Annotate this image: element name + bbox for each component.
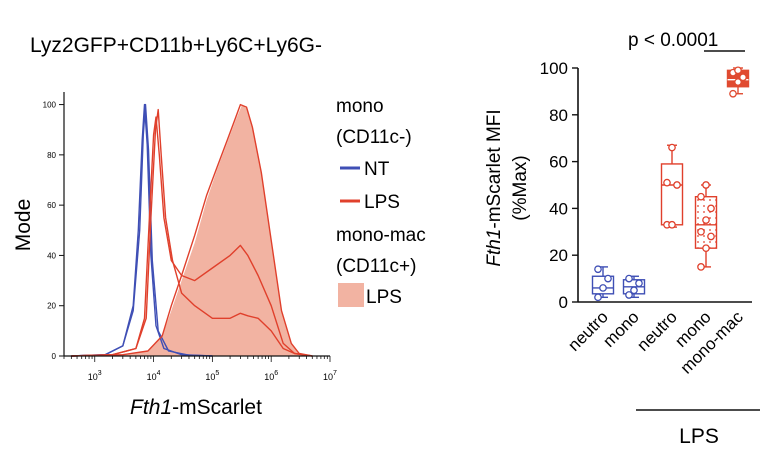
boxplot-y-tick-label: 60 [549, 153, 568, 172]
box-mono-1 [622, 274, 646, 299]
box-data-point [668, 220, 676, 229]
boxplot-y-label-gene: Fth1 [484, 229, 505, 267]
box-data-point [604, 274, 612, 283]
histogram-x-tick-label: 106 [264, 370, 278, 382]
boxplot-y-tick-label: 100 [540, 59, 568, 78]
legend-group2-sub: (CD11c+) [336, 256, 416, 277]
boxplot-y-label: Fth1-mScarlet MFI [484, 109, 505, 266]
histogram-curve-mono-mac-lps-4 [71, 103, 313, 357]
box-data-point [594, 265, 602, 274]
boxplot-y-ticks: 0 20 40 60 80 100 [540, 59, 578, 312]
box-data-point [739, 73, 747, 82]
box-data-point [697, 227, 705, 236]
boxplot-category-label: neutro [633, 307, 681, 355]
boxplot-marks [591, 66, 750, 302]
box-mono-mac-4 [726, 66, 750, 98]
boxplot-y-tick-label: 40 [549, 199, 568, 218]
significance-label: p < 0.0001 [628, 30, 718, 51]
box-data-point [702, 244, 710, 253]
box-data-point [702, 216, 710, 224]
legend-group1-sub: (CD11c-) [336, 127, 412, 148]
histogram-x-tick-label: 105 [205, 370, 219, 382]
histogram-x-tick-label: 104 [147, 370, 161, 382]
histogram-y-tick-label: 60 [47, 201, 56, 210]
box-data-point [625, 291, 633, 299]
histogram-ticks: 0 20 40 60 80 100 103 104 105 106 107 [43, 101, 337, 382]
histogram-legend: mono (CD11c-) NT LPS mono-mac (CD11c+) L… [336, 96, 426, 308]
boxplot-y-tick-label: 20 [549, 246, 568, 265]
box-data-point [630, 286, 638, 295]
legend-group2-title: mono-mac [336, 225, 426, 246]
box-data-point [673, 181, 681, 189]
box-data-point [599, 284, 607, 292]
histogram-curves [71, 103, 313, 357]
box-body [660, 163, 684, 226]
histogram-y-tick-label: 20 [47, 302, 56, 311]
legend-nt-label: NT [364, 159, 390, 180]
histogram-x-label-rest: -mScarlet [172, 396, 262, 419]
histogram-x-tick-label: 107 [323, 370, 337, 382]
box-data-point [734, 66, 742, 75]
histogram-title: Lyz2GFP+CD11b+Ly6C+Ly6G- [30, 34, 322, 57]
legend-fill-label: LPS [366, 287, 402, 308]
boxplot-y-tick-label: 80 [549, 106, 568, 125]
boxplot-y-tick-label: 0 [559, 293, 568, 312]
histogram-x-label-gene: Fth1 [130, 396, 172, 419]
box-data-point [697, 192, 705, 201]
box-data-point [707, 204, 715, 213]
histogram-fill-mono-mac-lps [71, 104, 313, 356]
histogram-y-tick-label: 0 [52, 352, 57, 361]
box-neutro-0 [591, 265, 615, 302]
histogram-x-tick-label: 103 [88, 370, 102, 382]
histogram-y-tick-label: 100 [43, 101, 57, 110]
lps-group-label: LPS [679, 425, 719, 448]
box-data-point [697, 263, 705, 271]
box-data-point [625, 274, 633, 283]
box-data-point [594, 293, 602, 302]
box-data-point [663, 178, 671, 187]
histogram-y-tick-label: 40 [47, 251, 56, 260]
legend-fill-swatch [338, 283, 364, 307]
boxplot-y-label-2: (%Max) [510, 155, 531, 220]
box-data-point [668, 143, 676, 152]
box-neutro-2 [660, 143, 684, 229]
legend-lps-label: LPS [364, 192, 400, 213]
histogram-curve-mono-lps-3 [71, 108, 313, 357]
histogram-curve-mono-nt-1 [71, 103, 213, 357]
box-data-point [729, 89, 737, 98]
histogram-y-label: Mode [12, 199, 35, 252]
legend-group1-title: mono [336, 96, 384, 117]
box-data-point [702, 181, 710, 189]
histogram-x-label: Fth1-mScarlet [130, 396, 262, 419]
box-data-point [707, 232, 715, 241]
boxplot-y-label-rest: -mScarlet MFI [484, 109, 505, 228]
histogram-panel: Lyz2GFP+CD11b+Ly6C+Ly6G- 0 20 40 60 80 100 103… [12, 34, 426, 419]
box-data-point [734, 78, 742, 86]
box-mono-3 [694, 181, 718, 271]
box-data-point [635, 279, 643, 288]
histogram-y-tick-label: 80 [47, 151, 56, 160]
boxplot-panel: 0 20 40 60 80 100 neutromononeutromonomono-ma… [484, 30, 760, 448]
